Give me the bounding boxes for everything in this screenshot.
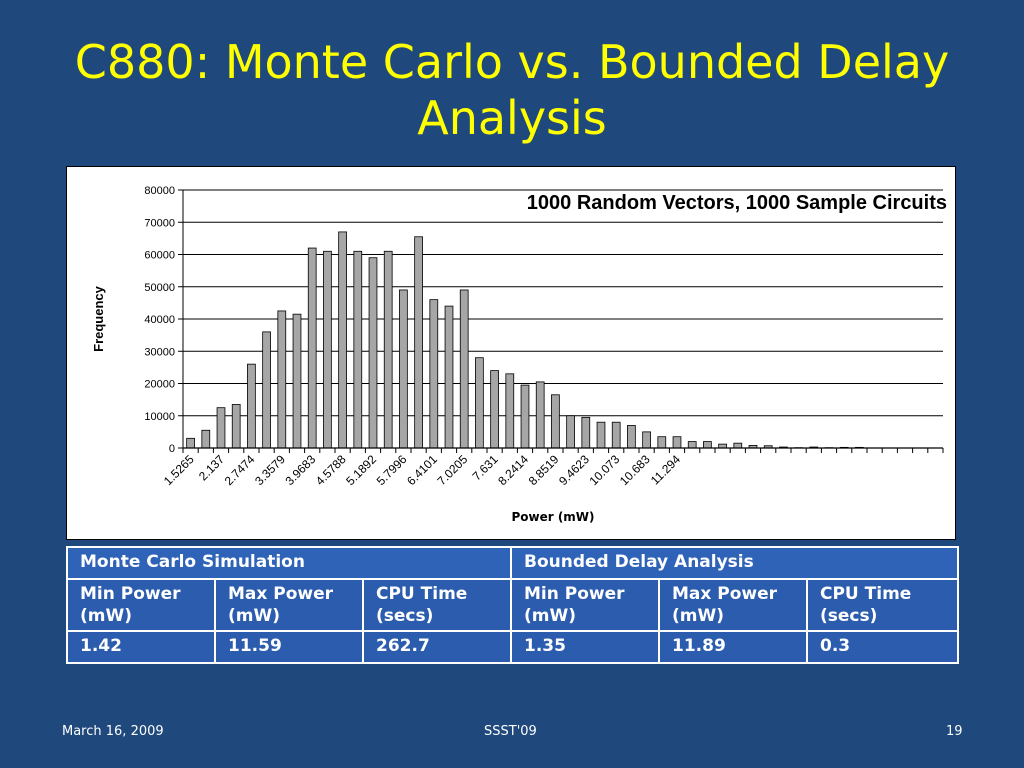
histogram-bar [475, 357, 484, 449]
histogram-bar [627, 425, 636, 449]
y-tick-label: 70000 [144, 217, 175, 229]
table-header-row: Monte Carlo Simulation Bounded Delay Ana… [66, 546, 960, 580]
histogram-bar [566, 415, 575, 449]
table-row: 1.42 11.59 262.7 1.35 11.89 0.3 [66, 630, 960, 664]
x-tick-label: 5.7996 [374, 452, 410, 488]
x-tick-label: 3.9683 [282, 452, 318, 488]
y-tick-label: 30000 [144, 346, 175, 358]
value-bd-min-power: 1.35 [510, 630, 660, 664]
histogram-bar [323, 250, 332, 449]
histogram-bar [551, 394, 560, 449]
x-tick-label: 11.294 [648, 452, 683, 487]
x-tick-label: 8.8519 [526, 452, 562, 488]
histogram-bar [657, 436, 667, 449]
subheader-bd-max-power: Max Power (mW) [658, 578, 808, 632]
histogram-bar [231, 404, 241, 449]
subheader-mc-min-power: Min Power (mW) [66, 578, 216, 632]
x-tick-label: 10.073 [586, 452, 622, 488]
results-table: Monte Carlo Simulation Bounded Delay Ana… [66, 546, 960, 664]
y-tick-label: 40000 [144, 314, 175, 326]
histogram-bar [505, 373, 515, 449]
histogram-bar [399, 289, 408, 449]
x-tick-label: 1.5265 [161, 452, 197, 488]
x-tick-label: 10.683 [617, 452, 653, 488]
histogram-bar [490, 370, 499, 449]
histogram-bar [459, 289, 469, 449]
histogram-bar [262, 331, 271, 449]
histogram-bar [247, 363, 256, 449]
value-bd-cpu-time: 0.3 [805, 630, 960, 664]
x-tick-label: 5.1892 [343, 452, 379, 488]
subheader-bd-cpu-time: CPU Time (secs) [805, 578, 960, 632]
value-mc-min-power: 1.42 [66, 630, 216, 664]
histogram-bar [353, 250, 363, 449]
header-monte-carlo: Monte Carlo Simulation [66, 546, 512, 580]
x-tick-label: 2.7474 [222, 452, 258, 488]
value-mc-max-power: 11.59 [214, 630, 364, 664]
histogram-bar [581, 416, 591, 449]
value-bd-max-power: 11.89 [658, 630, 808, 664]
header-bounded-delay: Bounded Delay Analysis [509, 546, 960, 580]
histogram-bar [672, 436, 682, 449]
y-tick-label: 10000 [144, 411, 175, 423]
histogram-chart: 0 10000 20000 30000 40000 50000 60000 70000 8000… [66, 166, 956, 540]
y-tick-label: 0 [169, 443, 175, 455]
x-axis-label: Power (mW) [511, 510, 594, 524]
histogram-bar [277, 310, 287, 449]
chart-svg: 0 10000 20000 30000 40000 50000 60000 70000 8000… [91, 185, 947, 524]
histogram-bar [611, 421, 621, 449]
histogram-bar [687, 441, 697, 449]
histogram-bar [383, 250, 393, 449]
value-mc-cpu-time: 262.7 [362, 630, 512, 664]
x-tick-label: 9.4623 [556, 452, 592, 488]
histogram-bar [429, 299, 439, 449]
histogram-bar [703, 441, 712, 449]
histogram-bar [338, 231, 347, 449]
y-tick-label: 50000 [144, 282, 175, 294]
x-tick-label: 3.3579 [252, 452, 288, 488]
y-tick-label: 60000 [144, 250, 175, 262]
footer-center: SSST'09 [484, 724, 537, 739]
footer-date: March 16, 2009 [62, 724, 164, 739]
histogram-bar [596, 421, 606, 449]
slide-title: C880: Monte Carlo vs. Bounded Delay Anal… [74, 35, 950, 145]
y-axis-label: Frequency [91, 285, 106, 352]
histogram-bar [520, 384, 530, 449]
histogram-bar [307, 247, 317, 449]
histogram-bar [414, 236, 423, 449]
histogram-bar [201, 429, 211, 449]
x-tick-label: 7.0205 [434, 452, 470, 488]
subheader-mc-cpu-time: CPU Time (secs) [362, 578, 512, 632]
y-tick-label: 80000 [144, 185, 175, 197]
histogram-bar [444, 305, 454, 449]
subheader-mc-max-power: Max Power (mW) [214, 578, 364, 632]
chart-annotation: 1000 Random Vectors, 1000 Sample Circuit… [527, 192, 947, 214]
histogram-bar [642, 431, 651, 449]
histogram-bar [292, 313, 302, 449]
x-tick-label: 8.2414 [495, 452, 531, 488]
table-subheader-row: Min Power (mW) Max Power (mW) CPU Time (… [66, 578, 960, 632]
x-tick-label: 6.4101 [404, 452, 440, 488]
histogram-bar [535, 381, 545, 449]
subheader-bd-min-power: Min Power (mW) [510, 578, 660, 632]
x-tick-label: 4.5788 [313, 452, 349, 488]
histogram-bar [186, 437, 195, 449]
y-tick-label: 20000 [144, 379, 175, 391]
footer-page-number: 19 [946, 724, 963, 739]
histogram-bar [368, 257, 378, 449]
histogram-bar [216, 407, 226, 449]
histogram-bar [733, 442, 743, 449]
